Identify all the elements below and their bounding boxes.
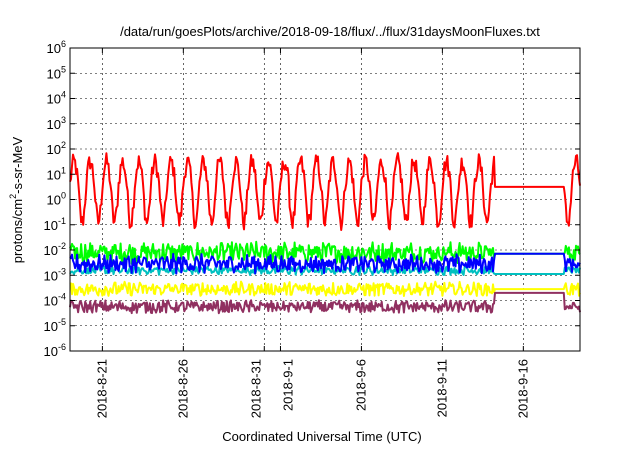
y-tick-label: 103 — [47, 115, 66, 132]
y-tick-label: 10-5 — [44, 317, 66, 334]
series-lines — [69, 152, 581, 315]
y-axis-label: protons/cm2-s-sr-MeV — [8, 136, 25, 263]
x-tick-label: 2018-9-16 — [515, 359, 530, 418]
y-tick-label: 101 — [47, 165, 66, 182]
y-axis-ticks: 10-6 10-5 10-4 10-3 10-2 10-1 100 101 102 103 104 1… — [44, 39, 580, 359]
x-tick-label: 2018-9-6 — [353, 359, 368, 411]
y-tick-label: 100 — [47, 191, 66, 208]
series-line-4 — [69, 252, 581, 275]
x-tick-label: 2018-9-1 — [280, 359, 295, 411]
series-line-6 — [69, 291, 581, 315]
y-tick-label: 102 — [47, 140, 66, 157]
series-line-5 — [69, 280, 581, 297]
x-tick-label: 2018-8-21 — [94, 359, 109, 418]
y-tick-label: 105 — [47, 64, 66, 81]
y-tick-label: 10-4 — [44, 292, 66, 309]
x-axis-label: Coordinated Universal Time (UTC) — [222, 429, 421, 444]
y-tick-label: 10-3 — [44, 266, 66, 283]
x-axis-ticks: 2018-8-21 2018-8-26 2018-8-31 2018-9-1 2018-… — [94, 48, 530, 418]
x-tick-label: 2018-8-26 — [175, 359, 190, 418]
series-line-1 — [69, 152, 581, 231]
y-tick-label: 10-6 — [44, 342, 66, 359]
y-tick-label: 106 — [47, 39, 66, 56]
y-tick-label: 10-2 — [44, 241, 66, 258]
x-tick-label: 2018-9-11 — [434, 359, 449, 417]
y-tick-label: 104 — [47, 90, 66, 107]
chart-title: /data/run/goesPlots/archive/2018-09-18/f… — [120, 24, 540, 39]
y-tick-label: 10-1 — [44, 216, 66, 233]
x-tick-label: 2018-8-31 — [248, 359, 263, 418]
